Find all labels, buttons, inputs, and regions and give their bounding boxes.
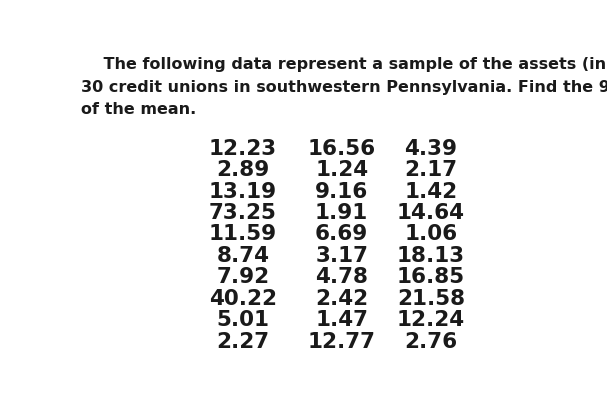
Text: 2.27: 2.27 xyxy=(216,332,270,352)
Text: 40.22: 40.22 xyxy=(209,289,277,309)
Text: 14.64: 14.64 xyxy=(397,203,465,223)
Text: 12.77: 12.77 xyxy=(308,332,376,352)
Text: 73.25: 73.25 xyxy=(209,203,277,223)
Text: 21.58: 21.58 xyxy=(397,289,465,309)
Text: 4.39: 4.39 xyxy=(404,139,458,159)
Text: 7.92: 7.92 xyxy=(216,267,270,288)
Text: 18.13: 18.13 xyxy=(397,246,465,266)
Text: 16.56: 16.56 xyxy=(308,139,376,159)
Text: 3.17: 3.17 xyxy=(315,246,368,266)
Text: 9.16: 9.16 xyxy=(315,182,368,202)
Text: 11.59: 11.59 xyxy=(209,225,277,245)
Text: 1.91: 1.91 xyxy=(315,203,368,223)
Text: 1.47: 1.47 xyxy=(315,310,368,330)
Text: 1.24: 1.24 xyxy=(315,160,368,180)
Text: 12.23: 12.23 xyxy=(209,139,277,159)
Text: 2.89: 2.89 xyxy=(216,160,270,180)
Text: The following data represent a sample of the assets (in millions of dollars) of: The following data represent a sample of… xyxy=(81,57,607,72)
Text: 8.74: 8.74 xyxy=(216,246,270,266)
Text: 5.01: 5.01 xyxy=(216,310,270,330)
Text: 12.24: 12.24 xyxy=(397,310,465,330)
Text: 2.17: 2.17 xyxy=(404,160,458,180)
Text: 1.42: 1.42 xyxy=(404,182,458,202)
Text: 1.06: 1.06 xyxy=(404,225,458,245)
Text: 4.78: 4.78 xyxy=(315,267,368,288)
Text: 2.76: 2.76 xyxy=(404,332,458,352)
Text: 13.19: 13.19 xyxy=(209,182,277,202)
Text: 2.42: 2.42 xyxy=(315,289,368,309)
Text: 16.85: 16.85 xyxy=(397,267,465,288)
Text: 6.69: 6.69 xyxy=(315,225,368,245)
Text: of the mean.: of the mean. xyxy=(81,102,196,117)
Text: 30 credit unions in southwestern Pennsylvania. Find the 90% confidence interval: 30 credit unions in southwestern Pennsyl… xyxy=(81,80,607,94)
